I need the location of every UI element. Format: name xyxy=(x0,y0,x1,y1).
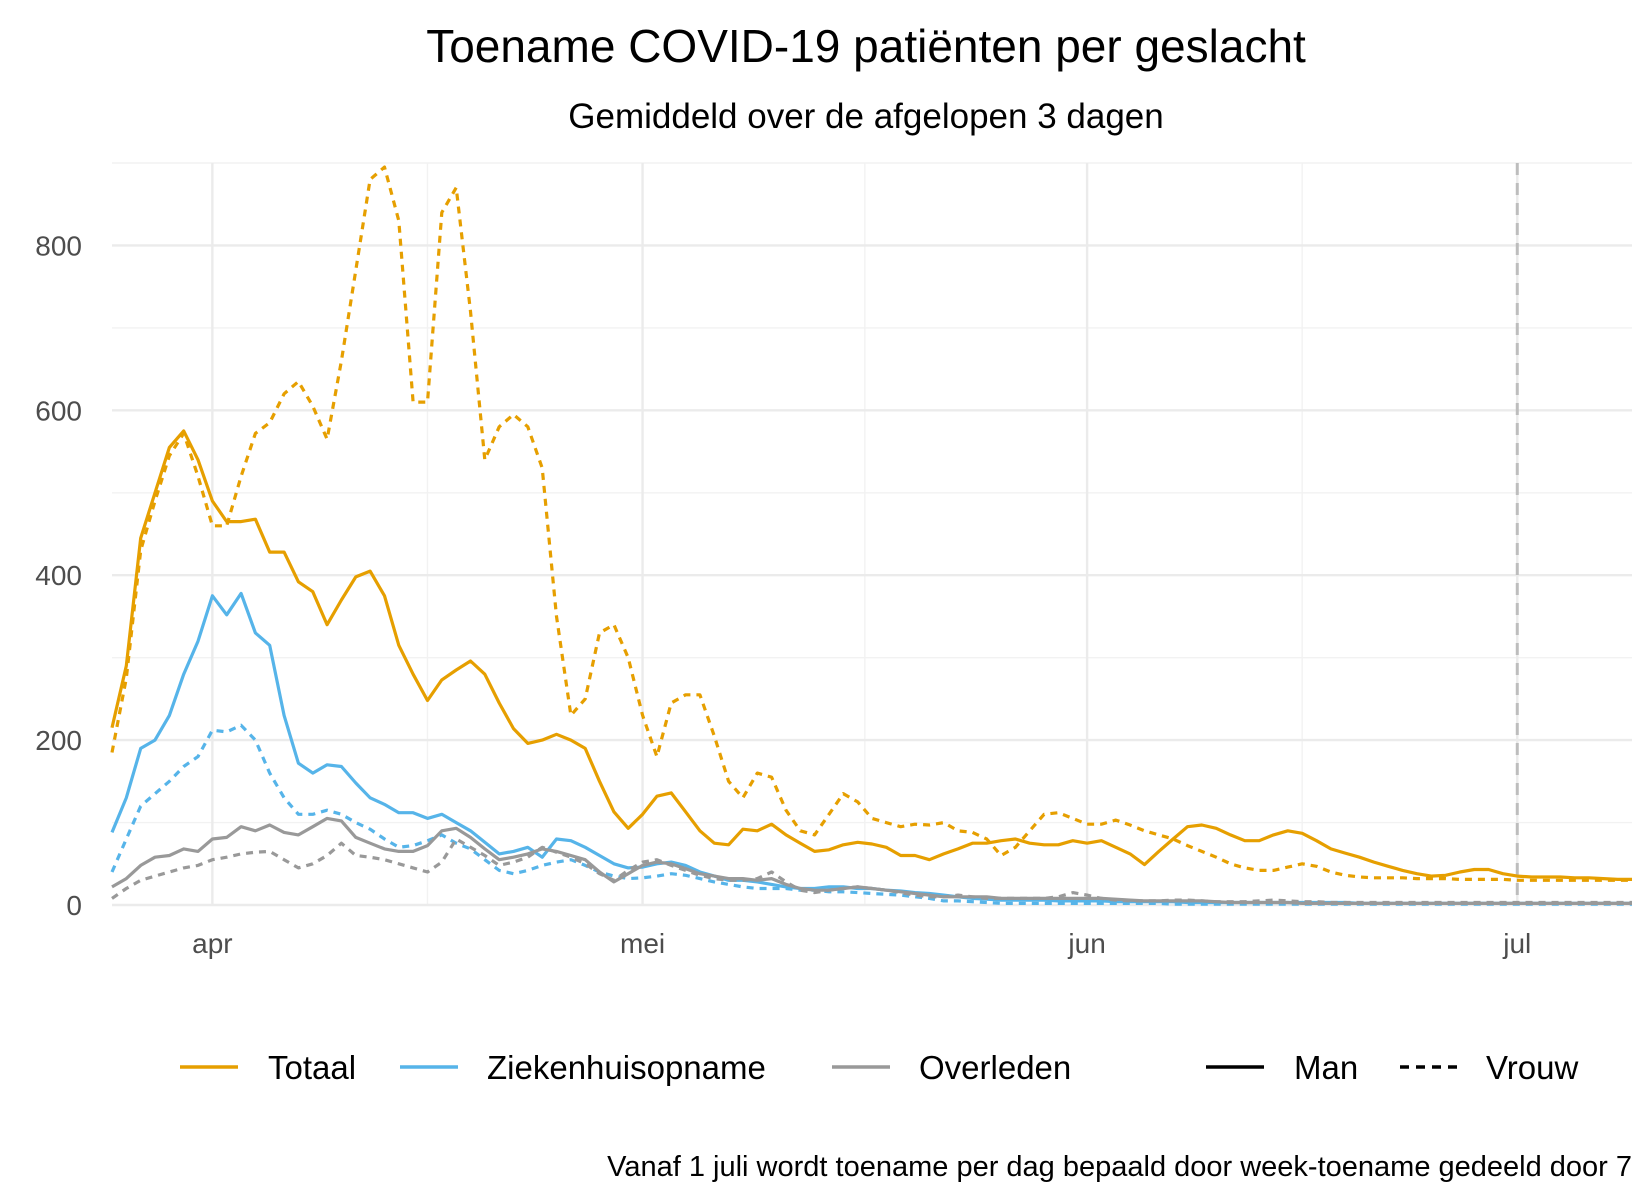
legend: Totaal Ziekenhuisopname Overleden Man Vr… xyxy=(180,1049,1578,1086)
y-tick-label: 400 xyxy=(35,560,82,591)
y-tick-label: 200 xyxy=(35,725,82,756)
series-line-overleden-vrouw xyxy=(111,837,1632,905)
gridlines xyxy=(112,162,1632,907)
y-axis-ticks: 0 200 400 600 800 xyxy=(35,230,82,921)
legend-item-overleden: Overleden xyxy=(832,1049,1071,1086)
legend-item-totaal: Totaal xyxy=(180,1049,356,1086)
legend-label-man: Man xyxy=(1294,1049,1358,1086)
legend-item-ziekenhuisopname: Ziekenhuisopname xyxy=(400,1049,766,1086)
x-tick-label: apr xyxy=(192,928,232,959)
x-tick-label: jun xyxy=(1067,928,1105,959)
y-tick-label: 0 xyxy=(66,890,82,921)
legend-label-ziekenhuisopname: Ziekenhuisopname xyxy=(487,1049,766,1086)
x-tick-label: mei xyxy=(620,928,665,959)
x-axis-ticks: apr mei jun jul xyxy=(192,928,1531,959)
y-tick-label: 800 xyxy=(35,230,82,261)
series-lines xyxy=(110,165,1632,906)
chart-caption: Vanaf 1 juli wordt toename per dag bepaa… xyxy=(607,1151,1632,1183)
legend-label-totaal: Totaal xyxy=(268,1049,356,1086)
legend-item-vrouw: Vrouw xyxy=(1400,1049,1578,1086)
legend-item-man: Man xyxy=(1206,1049,1358,1086)
chart-subtitle: Gemiddeld over de afgelopen 3 dagen xyxy=(568,97,1163,136)
chart-title: Toename COVID-19 patiënten per geslacht xyxy=(426,20,1306,72)
legend-label-overleden: Overleden xyxy=(919,1049,1071,1086)
y-tick-label: 600 xyxy=(35,395,82,426)
x-tick-label: jul xyxy=(1502,928,1531,959)
series-line-ziekenhuisopname-man xyxy=(110,591,1632,906)
series-line-overleden-man xyxy=(111,816,1632,906)
series-line-totaal-man xyxy=(110,429,1632,882)
series-line-totaal-vrouw xyxy=(110,165,1632,882)
legend-label-vrouw: Vrouw xyxy=(1486,1049,1578,1086)
